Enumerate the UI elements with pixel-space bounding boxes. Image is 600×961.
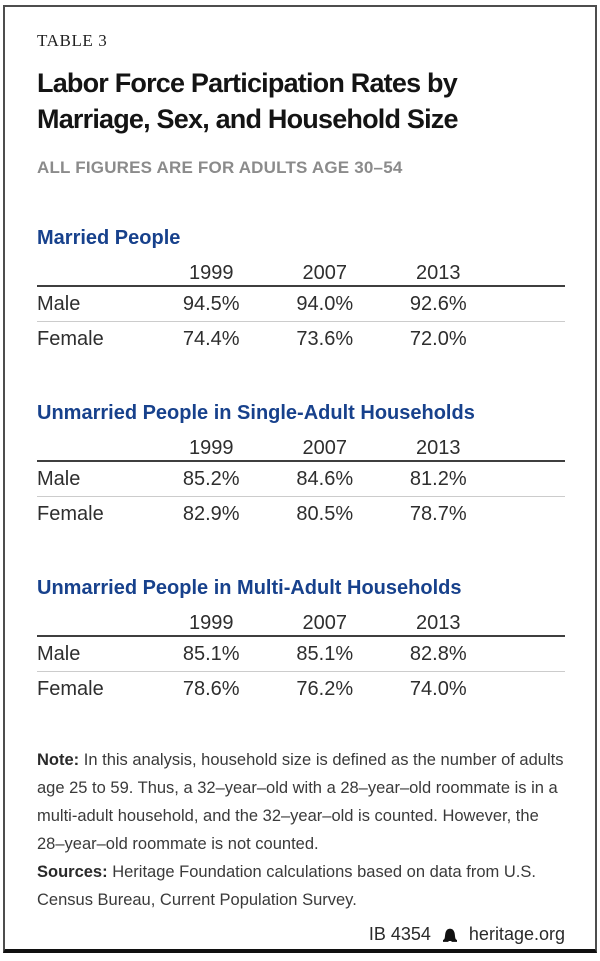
data-table: 1999 2007 2013 Male 85.1% 85.1% 82.8% Fe… bbox=[37, 605, 565, 706]
note-label: Note: bbox=[37, 751, 80, 769]
year-header-row: 1999 2007 2013 bbox=[37, 255, 565, 286]
year-header: 2007 bbox=[302, 437, 348, 459]
website-url: heritage.org bbox=[468, 924, 565, 944]
section-unmarried-multi-adult: Unmarried People in Multi-Adult Househol… bbox=[37, 575, 565, 706]
section-married-people: Married People 1999 2007 2013 Male 94.5%… bbox=[37, 225, 565, 356]
cell-value: 73.6% bbox=[296, 327, 354, 350]
empty-corner-cell bbox=[37, 430, 153, 461]
year-header-row: 1999 2007 2013 bbox=[37, 430, 565, 461]
filler-cell bbox=[496, 605, 565, 636]
cell-value: 74.0% bbox=[409, 677, 467, 700]
filler-cell bbox=[496, 255, 565, 286]
table-row-female: Female 78.6% 76.2% 74.0% bbox=[37, 672, 565, 707]
cell-value: 84.6% bbox=[296, 467, 354, 490]
footer: IB 4354 heritage.org bbox=[37, 924, 565, 945]
filler-cell bbox=[496, 461, 565, 497]
cell-value: 78.6% bbox=[182, 677, 240, 700]
cell-value: 76.2% bbox=[296, 677, 354, 700]
cell-value: 82.8% bbox=[409, 642, 467, 665]
year-header: 2013 bbox=[416, 262, 461, 284]
table-row-male: Male 85.2% 84.6% 81.2% bbox=[37, 461, 565, 497]
row-label: Male bbox=[37, 292, 81, 315]
cell-value: 85.1% bbox=[182, 642, 240, 665]
cell-value: 94.5% bbox=[182, 292, 240, 315]
row-label: Female bbox=[37, 502, 104, 525]
section-heading: Unmarried People in Multi-Adult Househol… bbox=[37, 577, 462, 599]
table-row-female: Female 82.9% 80.5% 78.7% bbox=[37, 497, 565, 532]
year-header: 2013 bbox=[416, 612, 461, 634]
section-heading: Unmarried People in Single-Adult Househo… bbox=[37, 402, 475, 424]
year-header: 1999 bbox=[188, 437, 234, 459]
table-row-female: Female 74.4% 73.6% 72.0% bbox=[37, 322, 565, 357]
cell-value: 81.2% bbox=[409, 467, 467, 490]
cell-value: 94.0% bbox=[296, 292, 354, 315]
filler-cell bbox=[496, 636, 565, 672]
row-label: Male bbox=[37, 642, 81, 665]
liberty-bell-icon bbox=[442, 928, 457, 942]
table-row-male: Male 94.5% 94.0% 92.6% bbox=[37, 286, 565, 322]
data-table: 1999 2007 2013 Male 94.5% 94.0% 92.6% Fe… bbox=[37, 255, 565, 356]
section-heading: Married People bbox=[37, 227, 181, 249]
cell-value: 80.5% bbox=[296, 502, 354, 525]
year-header: 2007 bbox=[302, 262, 348, 284]
note-text: In this analysis, household size is defi… bbox=[37, 751, 564, 853]
year-header: 1999 bbox=[188, 612, 234, 634]
cell-value: 74.4% bbox=[182, 327, 240, 350]
cell-value: 82.9% bbox=[182, 502, 240, 525]
section-unmarried-single-adult: Unmarried People in Single-Adult Househo… bbox=[37, 400, 565, 531]
cell-value: 85.1% bbox=[296, 642, 354, 665]
filler-cell bbox=[496, 430, 565, 461]
sources-label: Sources: bbox=[37, 863, 108, 881]
row-label: Female bbox=[37, 677, 104, 700]
publication-id: IB 4354 bbox=[368, 924, 431, 944]
filler-cell bbox=[496, 286, 565, 322]
sources-paragraph: Sources: Heritage Foundation calculation… bbox=[37, 858, 565, 914]
note-paragraph: Note: In this analysis, household size i… bbox=[37, 746, 565, 858]
cell-value: 85.2% bbox=[182, 467, 240, 490]
empty-corner-cell bbox=[37, 255, 153, 286]
data-table: 1999 2007 2013 Male 85.2% 84.6% 81.2% Fe… bbox=[37, 430, 565, 531]
row-label: Female bbox=[37, 327, 104, 350]
row-label: Male bbox=[37, 467, 81, 490]
empty-corner-cell bbox=[37, 605, 153, 636]
table-number-label: TABLE 3 bbox=[37, 31, 108, 50]
filler-cell bbox=[496, 497, 565, 532]
cell-value: 72.0% bbox=[409, 327, 467, 350]
figure-subtitle: ALL FIGURES ARE FOR ADULTS AGE 30–54 bbox=[37, 158, 403, 177]
sources-text: Heritage Foundation calculations based o… bbox=[37, 863, 536, 909]
filler-cell bbox=[496, 672, 565, 707]
cell-value: 92.6% bbox=[409, 292, 467, 315]
table-row-male: Male 85.1% 85.1% 82.8% bbox=[37, 636, 565, 672]
table-figure-card: TABLE 3 Labor Force Participation Rates … bbox=[3, 5, 597, 953]
filler-cell bbox=[496, 322, 565, 357]
year-header: 1999 bbox=[188, 262, 234, 284]
year-header: 2007 bbox=[302, 612, 348, 634]
cell-value: 78.7% bbox=[409, 502, 467, 525]
year-header: 2013 bbox=[416, 437, 461, 459]
year-header-row: 1999 2007 2013 bbox=[37, 605, 565, 636]
figure-title: Labor Force Participation Rates by Marri… bbox=[37, 68, 459, 134]
